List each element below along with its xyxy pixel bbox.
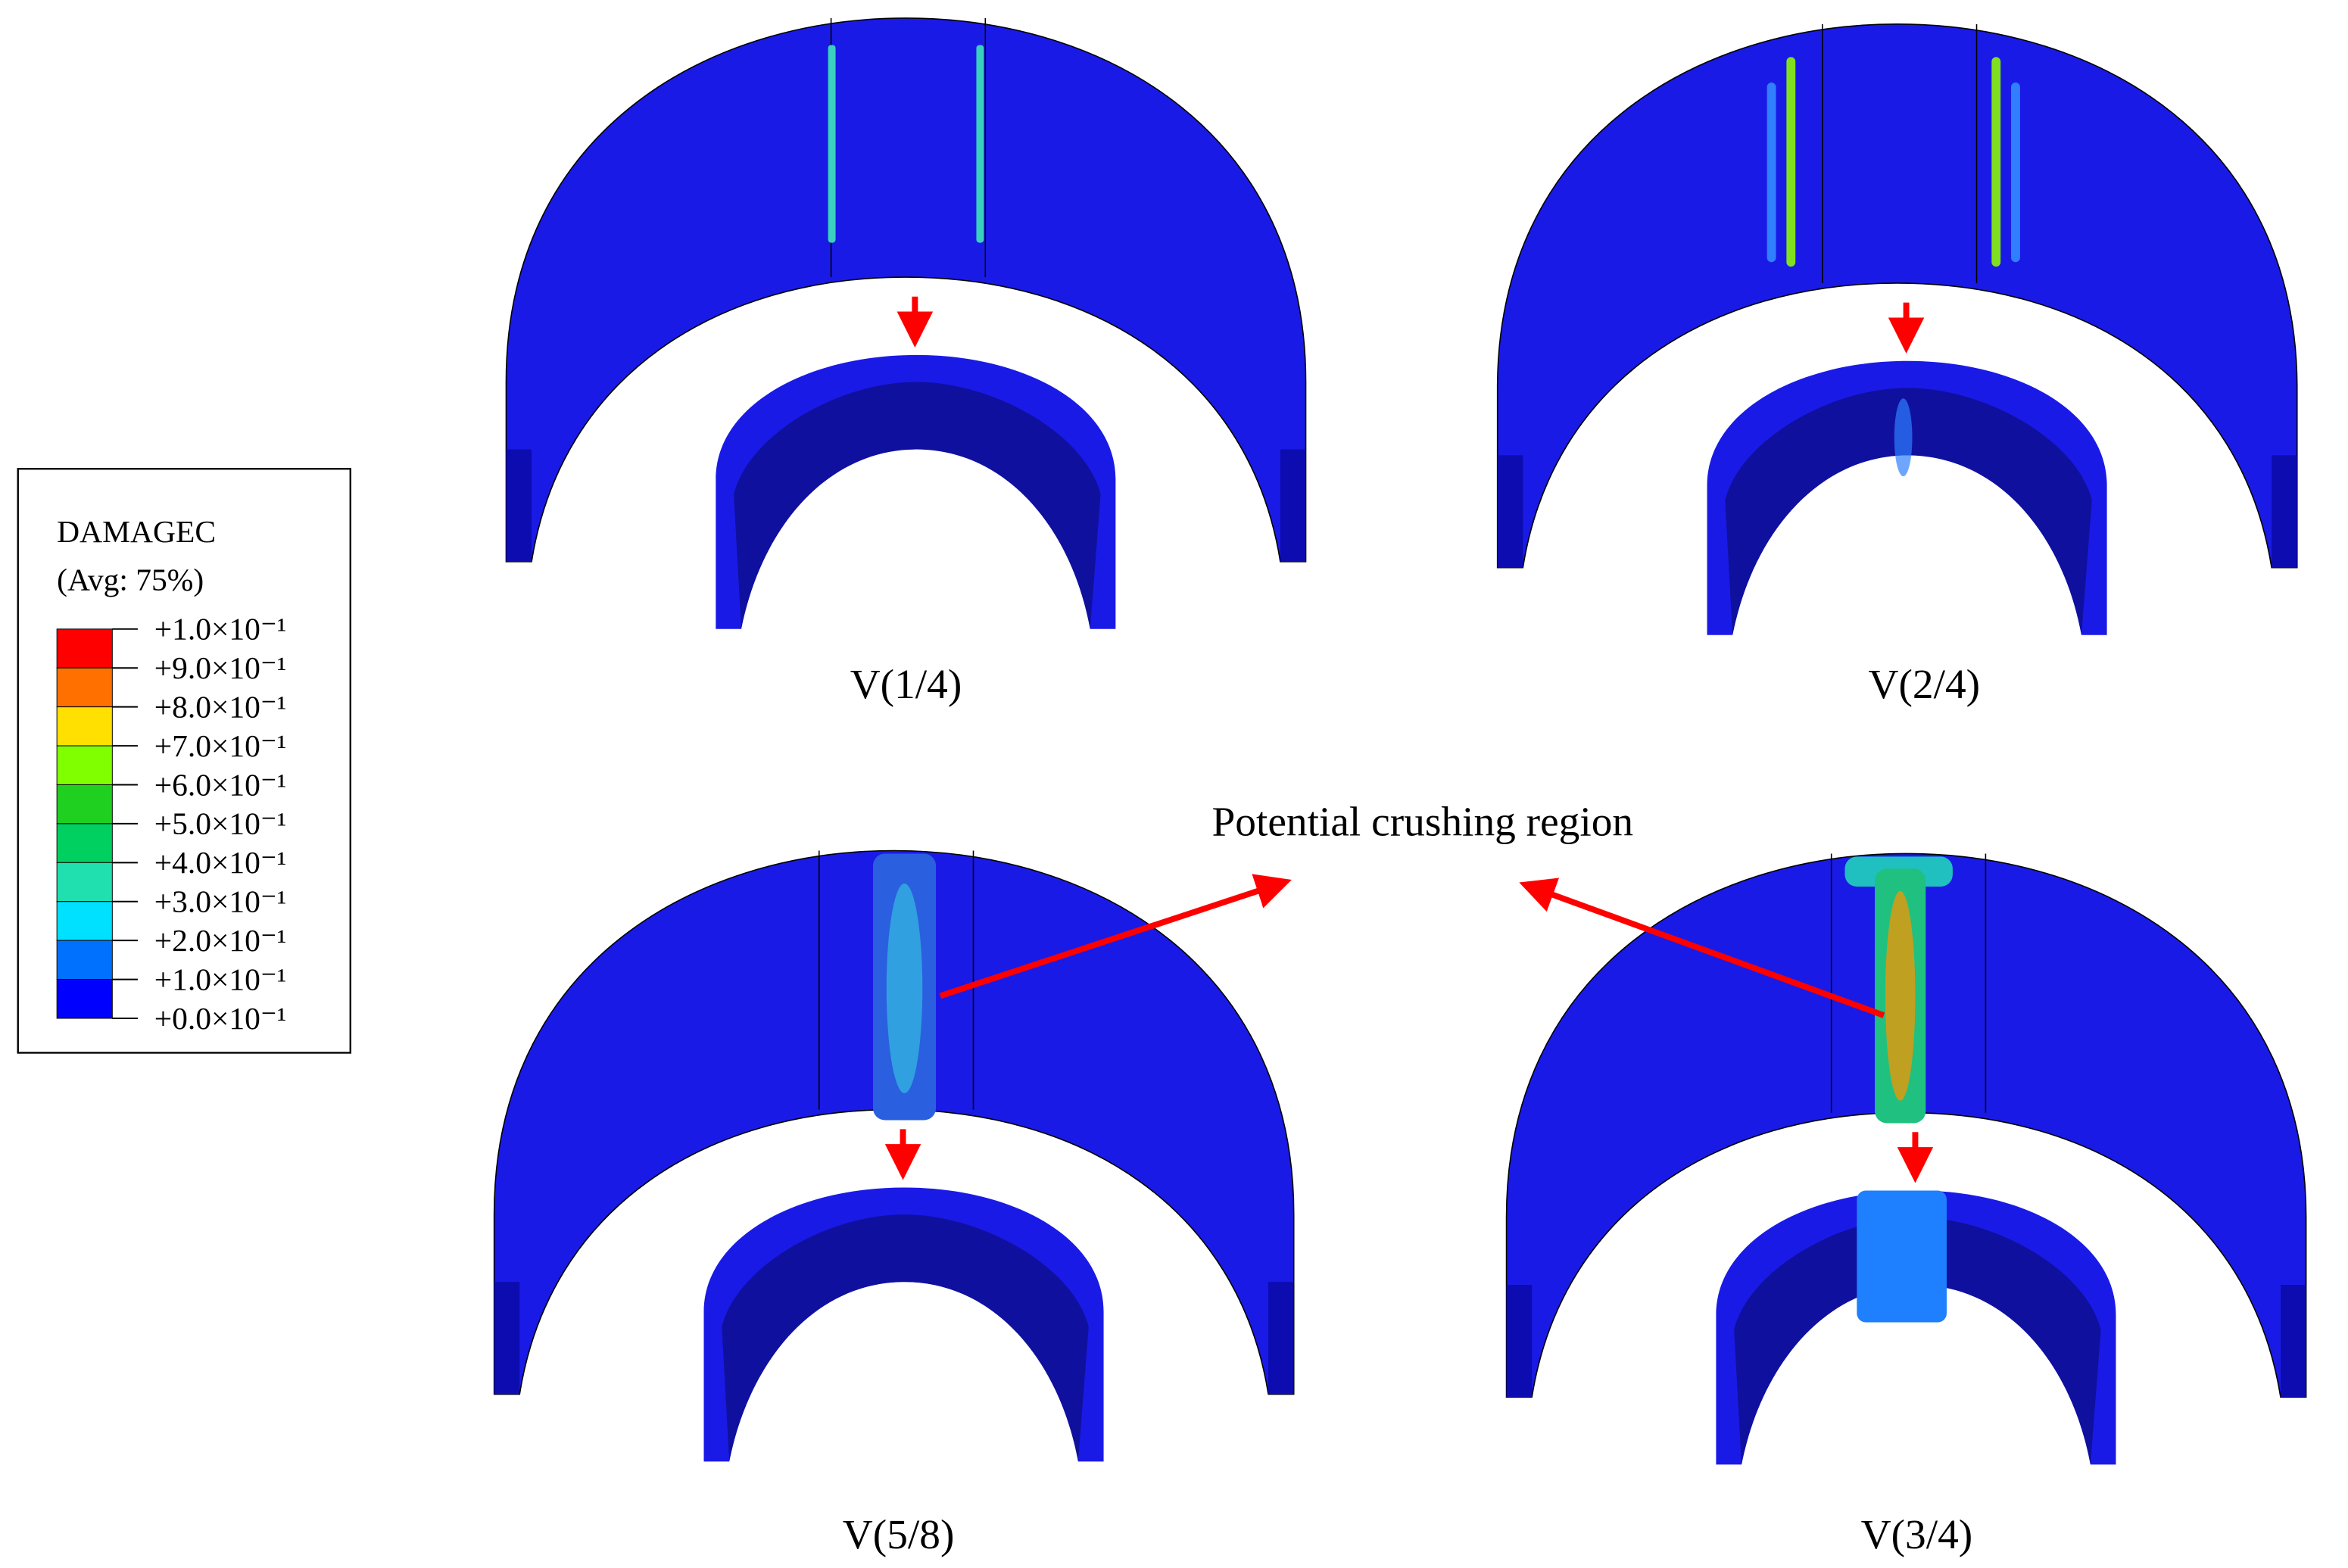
legend-label: +2.0×10⁻¹ <box>154 923 287 958</box>
legend: DAMAGEC (Avg: 75%) +1.0×10⁻¹+9.0×10⁻¹+8.… <box>17 468 351 1054</box>
annotation-arrow <box>1519 878 1885 1018</box>
damage-zone <box>1885 890 1916 1101</box>
legend-swatch <box>56 784 113 825</box>
panel-label: V(3/4) <box>1861 1511 1973 1557</box>
damage-band <box>976 45 984 243</box>
damage-band <box>1766 82 1776 263</box>
legend-scale: +1.0×10⁻¹+9.0×10⁻¹+8.0×10⁻¹+7.0×10⁻¹+6.0… <box>56 612 287 1036</box>
damage-zone <box>886 884 923 1093</box>
legend-swatch <box>56 667 113 708</box>
legend-swatch <box>56 940 113 980</box>
legend-label: +4.0×10⁻¹ <box>154 845 287 880</box>
legend-label: +9.0×10⁻¹ <box>154 650 287 685</box>
tunnel-model <box>506 18 1305 629</box>
tunnel-model <box>1498 24 2297 635</box>
panel-3: V(5/8) <box>494 851 1294 1557</box>
damage-band <box>828 45 836 243</box>
legend-swatch <box>56 628 113 669</box>
legend-swatch <box>56 979 113 1019</box>
legend-swatch <box>56 706 113 747</box>
damage-band <box>2011 82 2020 263</box>
legend-swatch <box>56 745 113 785</box>
legend-subtitle: (Avg: 75%) <box>57 562 204 597</box>
panel-label: V(2/4) <box>1869 661 1981 707</box>
legend-label: +1.0×10⁻¹ <box>154 962 287 996</box>
annotation: Potential crushing region <box>1212 799 1634 845</box>
damage-zone <box>1894 398 1913 477</box>
legend-swatch <box>56 901 113 941</box>
legend-label: +0.0×10⁻¹ <box>154 1001 287 1036</box>
panel-2: V(2/4) <box>1498 24 2297 707</box>
legend-label: +5.0×10⁻¹ <box>154 806 287 841</box>
damage-band <box>1786 57 1796 267</box>
panel-label: V(5/8) <box>843 1511 955 1557</box>
damage-zone <box>1857 1190 1947 1323</box>
annotation-arrow <box>939 874 1292 999</box>
panel-label: V(1/4) <box>850 661 962 707</box>
legend-swatch <box>56 823 113 863</box>
legend-label: +6.0×10⁻¹ <box>154 767 287 802</box>
legend-swatch <box>56 862 113 902</box>
legend-title: DAMAGEC <box>57 514 216 549</box>
legend-label: +7.0×10⁻¹ <box>154 728 287 763</box>
legend-label: +8.0×10⁻¹ <box>154 689 287 724</box>
legend-label: +3.0×10⁻¹ <box>154 884 287 919</box>
panel-1: V(1/4) <box>506 18 1305 707</box>
legend-label: +1.0×10⁻¹ <box>154 612 287 647</box>
damage-band <box>1991 57 2001 267</box>
panel-4: V(3/4) <box>1507 853 2306 1557</box>
